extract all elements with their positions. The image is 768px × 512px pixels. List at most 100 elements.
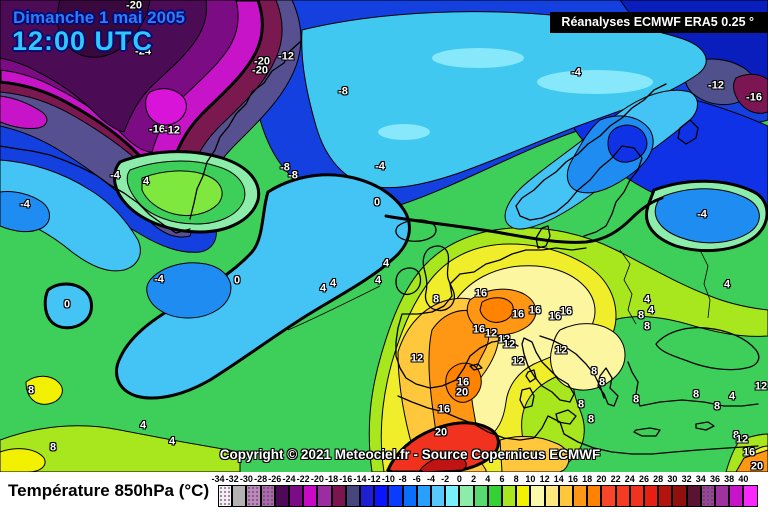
legend-color-cell <box>345 485 360 507</box>
region-gold-africa <box>499 436 570 472</box>
legend-color-cell <box>246 485 261 507</box>
legend-tick-label: -24 <box>282 474 296 484</box>
legend-tick-label: 38 <box>724 474 735 484</box>
region-magenta-coast-spot <box>145 88 187 126</box>
coast-iceland <box>395 219 437 242</box>
legend-color-cell <box>587 485 602 507</box>
legend-tick-label: 16 <box>567 474 578 484</box>
legend-color-cell <box>331 485 346 507</box>
region-yellow-corner <box>0 448 46 472</box>
legend-color-cell <box>601 485 616 507</box>
region-paleyellow-balkans <box>550 323 626 391</box>
legend-tick-label: 12 <box>539 474 550 484</box>
legend-color-cell <box>729 485 744 507</box>
legend-tick-label: 28 <box>653 474 664 484</box>
legend-tick-label: 36 <box>709 474 720 484</box>
legend-tick-label: -30 <box>239 474 253 484</box>
legend-tick-label: 32 <box>681 474 692 484</box>
region-palecyan-2 <box>432 48 524 68</box>
legend-color-cell <box>274 485 289 507</box>
thin-contours <box>287 249 711 331</box>
legend-scale: -34 -32 -30 -28 -26 -24 -22 -20 -18 -16 -14 -12 -10-… <box>211 474 764 510</box>
region-yellow-patch-atlantic <box>25 375 63 405</box>
time-text: 12:00 UTC <box>12 26 154 56</box>
weather-map-svg <box>0 0 768 472</box>
legend-tick-label: 26 <box>638 474 649 484</box>
region-magenta-left-wedge <box>0 95 48 129</box>
legend-color-cell <box>743 485 758 507</box>
legend-tick-label: -10 <box>381 474 395 484</box>
legend-color-cell <box>615 485 630 507</box>
legend-color-cell <box>388 485 403 507</box>
region-blue-left-patch <box>0 191 50 233</box>
legend-tick-label: -14 <box>353 474 367 484</box>
legend-tick-label: 8 <box>513 474 519 484</box>
coast-sardinia <box>519 387 535 409</box>
coast-turkey <box>627 361 759 407</box>
legend-color-cell <box>658 485 673 507</box>
legend-color-cell <box>317 485 332 507</box>
legend-color-cell <box>303 485 318 507</box>
region-darkpurple-core <box>0 0 207 133</box>
legend-tick-label: -8 <box>398 474 407 484</box>
region-deeporange-north <box>479 297 514 323</box>
region-darkest-core <box>57 0 151 58</box>
legend-tick-label: 6 <box>499 474 505 484</box>
coast-britain <box>422 245 456 312</box>
coast-kola <box>677 119 699 145</box>
legend-tick-label: -22 <box>296 474 310 484</box>
region-brightgreen-pocket <box>141 170 223 217</box>
legend-tick-label: 34 <box>695 474 706 484</box>
legend-tick-label: -26 <box>268 474 282 484</box>
region-darkred-atlas <box>419 455 467 472</box>
legend-color-cell <box>218 485 233 507</box>
coast-greece <box>597 367 619 407</box>
legend-color-cell <box>629 485 644 507</box>
legend-bar: Température 850hPa (°C) -34 -32 -30 -28 -26-… <box>0 472 768 512</box>
legend-tick-label: -28 <box>254 474 268 484</box>
legend-color-cell <box>530 485 545 507</box>
legend-color-cell <box>289 485 304 507</box>
legend-tick-label: 10 <box>525 474 536 484</box>
region-yellowgreen-southwest <box>0 425 241 472</box>
coast-denmark <box>535 225 551 249</box>
coast-corsica <box>525 369 537 383</box>
coast-greenland-west <box>0 145 191 234</box>
region-cyan-left <box>0 159 141 272</box>
legend-color-cell <box>686 485 701 507</box>
legend-tick-label: -6 <box>412 474 421 484</box>
contour-russia <box>699 249 711 319</box>
legend-title: Température 850hPa (°C) <box>8 481 210 500</box>
region-deepblue-scandinavia <box>607 124 648 163</box>
legend-tick-label: -2 <box>441 474 450 484</box>
legend-color-cell <box>374 485 389 507</box>
legend-tick-label: 4 <box>485 474 491 484</box>
contour-east-europe <box>619 249 637 325</box>
region-deeporange-south-spain <box>445 362 482 403</box>
coast-scandinavia <box>515 83 667 237</box>
legend-tick-label: 24 <box>624 474 635 484</box>
contour-zero-baltic <box>384 196 664 244</box>
legend-color-cell <box>360 485 375 507</box>
legend-color-cell <box>431 485 446 507</box>
legend-tick-label: 20 <box>596 474 607 484</box>
legend-color-cell <box>473 485 488 507</box>
legend-color-cell <box>260 485 275 507</box>
legend-color-cell <box>402 485 417 507</box>
legend-tick-label: 0 <box>456 474 462 484</box>
coast-greenland-east <box>189 41 301 220</box>
region-cyan-arctic-lobe <box>301 11 707 189</box>
coast-black-sea <box>655 326 760 371</box>
region-cyan-zero-pocket <box>43 282 93 330</box>
legend-tick-label: 40 <box>738 474 749 484</box>
copyright-text: Copyright © 2021 Meteociel.fr - Source C… <box>219 447 601 462</box>
legend-tick-label: 30 <box>667 474 678 484</box>
legend-color-cell <box>573 485 588 507</box>
legend-tick-label: -32 <box>225 474 239 484</box>
legend-color-cell <box>232 485 247 507</box>
coast-west-europe-iberia <box>395 247 587 389</box>
region-blue-whitesea <box>654 188 760 244</box>
coast-north-africa <box>397 395 759 455</box>
region-palecyan-1 <box>537 70 653 94</box>
